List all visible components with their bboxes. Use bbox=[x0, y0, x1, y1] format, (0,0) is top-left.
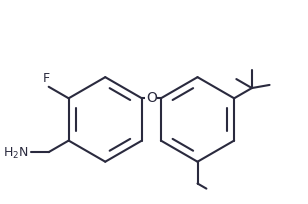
Text: F: F bbox=[43, 72, 50, 85]
Text: O: O bbox=[146, 90, 157, 104]
Text: H$_2$N: H$_2$N bbox=[2, 145, 28, 160]
